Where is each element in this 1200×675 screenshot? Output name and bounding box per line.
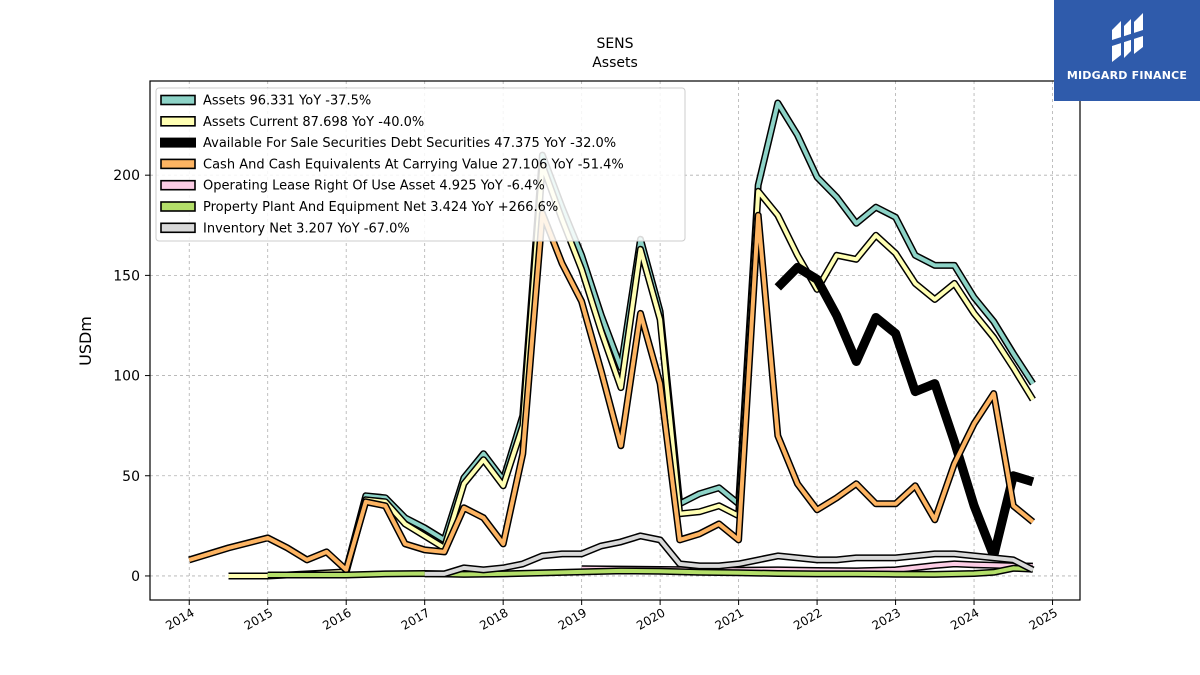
series-line bbox=[424, 533, 1034, 576]
series-line bbox=[188, 211, 1035, 572]
y-tick-label: 200 bbox=[113, 168, 140, 184]
legend-label: Inventory Net 3.207 YoY -67.0% bbox=[203, 221, 410, 236]
legend-swatch bbox=[160, 158, 196, 170]
x-tick-label: 2022 bbox=[791, 605, 824, 632]
series-lines bbox=[188, 99, 1036, 580]
y-tick-label: 150 bbox=[113, 268, 140, 284]
legend-label: Cash And Cash Equivalents At Carrying Va… bbox=[203, 157, 624, 172]
series-2 bbox=[774, 262, 1035, 561]
chart-title: SENS bbox=[596, 36, 633, 52]
legend: Assets 96.331 YoY -37.5% Assets Current 8… bbox=[155, 87, 686, 242]
series-5 bbox=[267, 564, 1034, 579]
series-1 bbox=[228, 161, 1036, 580]
legend-box bbox=[155, 87, 686, 242]
legend-label: Assets Current 87.698 YoY -40.0% bbox=[203, 115, 424, 130]
y-tick-label: 0 bbox=[131, 569, 140, 585]
x-tick-label: 2018 bbox=[477, 605, 510, 632]
series-6 bbox=[424, 532, 1035, 578]
chart-subtitle: Assets bbox=[592, 55, 638, 71]
legend-swatch bbox=[160, 94, 196, 106]
x-tick-label: 2020 bbox=[634, 605, 667, 632]
x-tick-label: 2017 bbox=[399, 605, 432, 632]
legend-swatch bbox=[160, 179, 196, 191]
x-tick-label: 2021 bbox=[713, 605, 746, 632]
series-line bbox=[228, 163, 1035, 578]
series-line bbox=[267, 566, 1033, 577]
x-tick-label: 2016 bbox=[320, 605, 353, 632]
x-tick-label: 2023 bbox=[870, 605, 903, 632]
x-tick-label: 2014 bbox=[163, 605, 196, 632]
x-tick-label: 2019 bbox=[556, 605, 589, 632]
brand-logo: MIDGARD FINANCE bbox=[1054, 0, 1200, 101]
midgard-logo-icon bbox=[1112, 13, 1143, 62]
x-tick-label: 2025 bbox=[1027, 605, 1060, 632]
legend-label: Assets 96.331 YoY -37.5% bbox=[203, 94, 371, 109]
legend-label: Available For Sale Securities Debt Secur… bbox=[203, 136, 616, 151]
x-tick-label: 2015 bbox=[242, 605, 275, 632]
legend-swatch bbox=[160, 137, 196, 148]
plot-frame bbox=[149, 80, 1081, 601]
legend-swatch bbox=[160, 201, 196, 212]
legend-swatch bbox=[160, 116, 196, 127]
series-line bbox=[774, 262, 1035, 561]
y-axis-label: USDm bbox=[76, 316, 95, 366]
legend-swatch bbox=[160, 222, 196, 234]
brand-name: MIDGARD FINANCE bbox=[1066, 69, 1188, 82]
y-tick-label: 100 bbox=[113, 369, 140, 385]
x-tick-label: 2024 bbox=[948, 605, 981, 632]
y-tick-label: 50 bbox=[122, 469, 140, 485]
legend-label: Property Plant And Equipment Net 3.424 Y… bbox=[203, 200, 558, 215]
series-3 bbox=[188, 209, 1036, 574]
legend-label: Operating Lease Right Of Use Asset 4.925… bbox=[203, 179, 545, 194]
